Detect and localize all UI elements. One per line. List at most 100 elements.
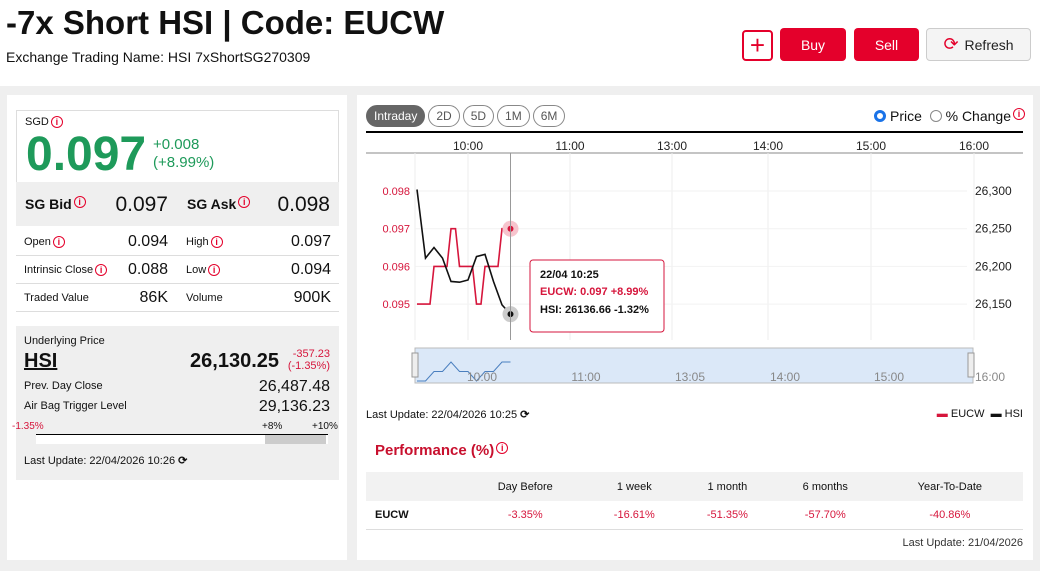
price-chart: 10:00 11:00 13:00 14:00 15:00 16:00 0.098 26,30… xyxy=(366,131,1023,384)
range-tab-6m[interactable]: 6M xyxy=(532,105,566,127)
performance-header: 1 month xyxy=(707,480,748,493)
high-label: High xyxy=(186,236,209,248)
navigator-label: 16:00 xyxy=(975,370,1005,384)
volume-value: 900K xyxy=(293,289,331,306)
y-right-tick-label: 26,150 xyxy=(975,297,1012,311)
navigator-handle-left[interactable] xyxy=(411,352,419,378)
x-tick-label: 10:00 xyxy=(453,139,483,153)
range-tab-1m[interactable]: 1M xyxy=(497,105,530,127)
performance-header: Day Before xyxy=(497,480,553,493)
chart-panel: Intraday 2D 5D 1M 6M Price % Change i 10:00 11… xyxy=(357,95,1033,560)
navigator-label: 11:00 xyxy=(571,370,600,384)
refresh-label: Refresh xyxy=(964,36,1014,53)
performance-header: 1 week xyxy=(616,480,652,493)
intrinsic-value: 0.088 xyxy=(127,261,168,278)
navigator-series xyxy=(417,361,511,382)
performance-header xyxy=(366,472,463,501)
last-price: 0.097 xyxy=(26,128,147,181)
underlying-link[interactable]: HSI xyxy=(24,350,58,372)
info-icon[interactable]: i xyxy=(208,264,221,276)
underlying-change: -357.23 xyxy=(292,348,330,360)
performance-cell: EUCW xyxy=(375,508,409,521)
price-radio-label: Price xyxy=(890,108,922,124)
performance-cell: -40.86% xyxy=(929,508,971,521)
low-label: Low xyxy=(186,264,207,276)
bid-value: 0.097 xyxy=(115,193,168,216)
y-left-tick-label: 0.095 xyxy=(382,299,410,311)
currency-label: SGD xyxy=(25,116,49,128)
header: -7x Short HSI | Code: EUCW Exchange Trad… xyxy=(0,0,1040,86)
underlying-price: 26,130.25 xyxy=(190,350,279,372)
buy-button[interactable]: Buy xyxy=(780,28,846,61)
airbag-current-label: -1.35% xyxy=(12,421,44,432)
range-tab-5d[interactable]: 5D xyxy=(462,105,495,127)
navigator-handle-right[interactable] xyxy=(967,352,975,378)
range-tab-2d[interactable]: 2D xyxy=(428,105,460,127)
y-right-tick-label: 26,250 xyxy=(975,222,1012,236)
underlying-change-pct: (-1.35%) xyxy=(287,360,330,372)
info-icon[interactable]: i xyxy=(1013,108,1025,120)
plus-icon: + xyxy=(749,30,766,60)
range-tab-intraday[interactable]: Intraday xyxy=(366,105,426,127)
navigator xyxy=(414,347,974,384)
y-left-tick-label: 0.096 xyxy=(382,261,410,273)
open-value: 0.094 xyxy=(127,233,168,250)
traded-value-label: Traded Value xyxy=(24,292,89,304)
info-icon[interactable]: i xyxy=(210,236,223,248)
refresh-button[interactable]: ⟳ Refresh xyxy=(926,28,1031,61)
performance-table: Day Before 1 week 1 month 6 months Year-To-D… xyxy=(366,472,1023,530)
ask-label: SG Ask xyxy=(187,196,237,212)
ask-value: 0.098 xyxy=(277,193,330,216)
page-title: -7x Short HSI | Code: EUCW xyxy=(6,4,445,41)
sell-button[interactable]: Sell xyxy=(854,28,919,61)
info-icon[interactable]: i xyxy=(73,196,86,208)
performance-cell: -57.70% xyxy=(804,508,846,521)
tooltip-hsi: HSI: 26136.66 -1.32% xyxy=(540,304,649,316)
performance-title: Performance (%) xyxy=(375,442,495,459)
change-radio[interactable] xyxy=(929,110,942,122)
navigator-label: 14:00 xyxy=(770,370,800,384)
navigator-label: 13:05 xyxy=(675,370,705,384)
performance-header-row: Day Before 1 week 1 month 6 months Year-To-D… xyxy=(366,472,1023,501)
x-tick-label: 11:00 xyxy=(555,139,584,153)
add-watchlist-button[interactable]: + xyxy=(742,30,773,61)
tooltip-time: 22/04 10:25 xyxy=(540,269,599,281)
open-high-row: Open i 0.094 High i 0.097 xyxy=(16,228,339,256)
high-value: 0.097 xyxy=(290,233,331,250)
info-icon[interactable]: i xyxy=(52,236,65,248)
intrinsic-label: Intrinsic Close xyxy=(24,264,94,276)
navigator-label: 15:00 xyxy=(874,370,904,384)
underlying-panel: Underlying Price HSI 26,130.25 -357.23 (-… xyxy=(12,326,339,480)
y-left-tick-label: 0.097 xyxy=(382,224,410,236)
refresh-icon[interactable]: ⟳ xyxy=(178,455,188,467)
intrinsic-low-row: Intrinsic Close i 0.088 Low i 0.094 xyxy=(16,256,339,284)
performance-header: Year-To-Date xyxy=(917,480,983,493)
refresh-icon: ⟳ xyxy=(943,34,959,54)
info-icon[interactable]: i xyxy=(95,264,108,276)
series-line-eucw xyxy=(417,227,511,305)
airbag-mark-10: +10% xyxy=(312,421,338,432)
airbag-bar xyxy=(36,434,328,444)
refresh-icon[interactable]: ⟳ xyxy=(520,409,530,421)
info-icon[interactable]: i xyxy=(496,442,509,454)
series-line-hsi xyxy=(416,189,512,315)
airbag-mark-8: +8% xyxy=(262,421,283,432)
info-icon[interactable]: i xyxy=(50,116,63,128)
x-tick-label: 13:00 xyxy=(657,139,687,153)
legend-eucw: EUCW xyxy=(950,408,985,420)
chart-legend: ▬ EUCW ▬ HSI xyxy=(936,408,1023,420)
mode-radios: Price % Change i xyxy=(874,108,1025,124)
value-volume-row: Traded Value 86K Volume 900K xyxy=(16,284,339,312)
performance-cell: -51.35% xyxy=(706,508,748,521)
range-tabs: Intraday 2D 5D 1M 6M xyxy=(366,105,568,127)
airbag-value: 29,136.23 xyxy=(258,398,330,415)
info-icon[interactable]: i xyxy=(238,196,251,208)
open-label: Open xyxy=(24,236,51,248)
last-update: Last Update: 22/04/2026 10:26 xyxy=(24,455,176,467)
price-radio[interactable] xyxy=(874,110,887,122)
y-right-tick-label: 26,200 xyxy=(975,259,1012,273)
performance-last-update: Last Update: 21/04/2026 xyxy=(902,537,1023,549)
x-tick-label: 15:00 xyxy=(856,139,886,153)
y-left-tick-label: 0.098 xyxy=(382,186,410,198)
navigator-label: 10:00 xyxy=(467,370,497,384)
